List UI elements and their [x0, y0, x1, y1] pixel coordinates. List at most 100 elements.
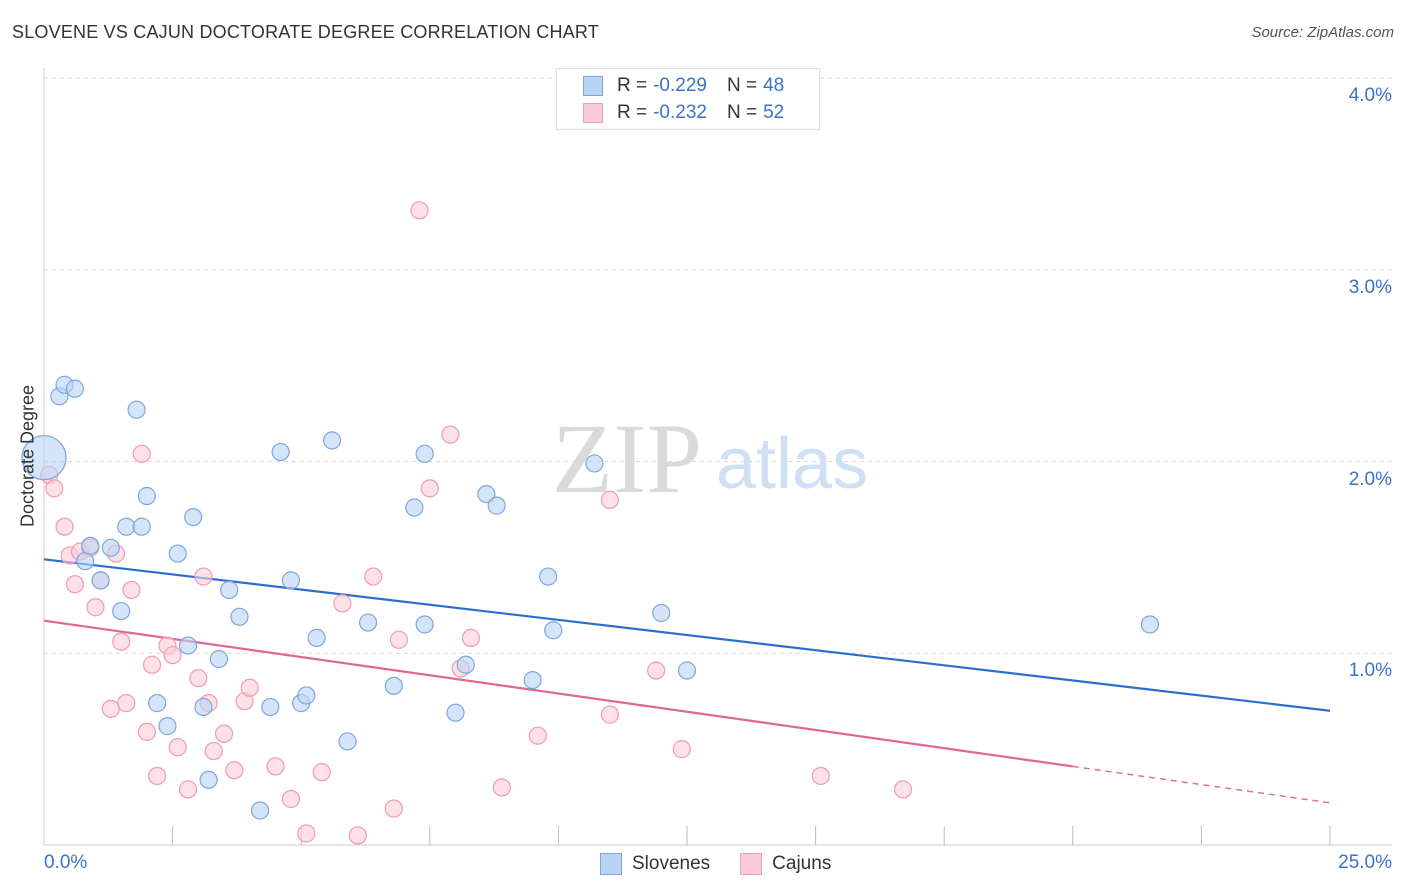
slovenes-point: [209, 649, 228, 669]
legend-label-slovenes: Slovenes: [632, 853, 711, 874]
slovenes-point: [220, 580, 239, 600]
cajuns-point: [204, 741, 223, 761]
slovenes-point: [261, 697, 280, 717]
slovenes-point: [446, 703, 465, 722]
slovenes-point: [127, 400, 146, 419]
slovenes-point: [271, 442, 290, 462]
cajuns-points: [40, 201, 913, 845]
legend-r-label: R =: [617, 102, 648, 123]
cajuns-point: [893, 780, 913, 799]
cajuns-trend-line: [43, 619, 1073, 768]
slovenes-point: [544, 621, 563, 640]
series-legend: Slovenes Cajuns: [600, 852, 861, 876]
cajuns-point: [240, 678, 259, 697]
slovenes-point: [117, 517, 136, 536]
cajuns-point: [410, 201, 429, 220]
slovenes-point: [91, 571, 110, 590]
cajuns-point: [441, 425, 460, 444]
legend-r-value: -0.229: [653, 75, 707, 96]
legend-label-cajuns: Cajuns: [772, 853, 832, 874]
slovenes-point: [358, 613, 378, 632]
slovenes-point: [415, 444, 434, 463]
slovenes-point: [65, 379, 84, 398]
slovenes-point: [415, 615, 434, 634]
slovenes-point: [132, 517, 151, 536]
y-tick-label: 3.0%: [1348, 276, 1392, 298]
slovenes-point: [297, 686, 316, 705]
slovenes-point: [194, 697, 213, 717]
slovenes-point: [168, 544, 187, 563]
slovenes-point: [456, 655, 475, 674]
slovenes-point: [101, 538, 120, 557]
cajuns-point: [137, 722, 156, 741]
slovenes-point: [81, 536, 100, 555]
cajuns-point: [647, 661, 666, 680]
cajuns-point: [811, 766, 830, 786]
source-label: Source: ZipAtlas.com: [1251, 24, 1394, 41]
legend-n-label: N =: [726, 102, 758, 123]
slovenes-points: [21, 375, 1160, 820]
slovenes-point: [652, 603, 671, 623]
cajuns-point: [297, 824, 316, 843]
slovenes-point: [585, 454, 604, 473]
y-tick-label: 2.0%: [1348, 468, 1392, 490]
cajuns-point: [148, 766, 167, 786]
cajuns-point: [122, 580, 141, 600]
cajuns-point: [312, 763, 331, 782]
cajuns-point: [65, 575, 84, 594]
slovenes-point: [338, 732, 357, 751]
cajuns-point: [389, 630, 409, 649]
watermark-atlas: atlas: [716, 424, 868, 504]
slovenes-point: [487, 496, 506, 515]
cajuns-point: [214, 724, 234, 743]
legend-swatch-blue: [583, 76, 603, 96]
cajuns-point: [492, 778, 511, 797]
slovenes-point: [21, 435, 67, 481]
cajuns-point: [333, 594, 352, 613]
cajuns-point: [101, 699, 120, 718]
cajuns-point: [600, 490, 619, 509]
slovenes-point: [1140, 615, 1160, 634]
cajuns-point: [194, 567, 213, 586]
cajuns-point: [132, 444, 151, 463]
legend-item-cajuns: Cajuns: [740, 853, 831, 875]
slovenes-point: [477, 484, 496, 504]
x-tick-max: 25.0%: [1338, 852, 1392, 873]
cajuns-point: [225, 761, 244, 780]
slovenes-point: [405, 498, 424, 517]
y-tick-label: 1.0%: [1348, 660, 1392, 682]
slovenes-point: [178, 636, 198, 655]
slovenes-point: [230, 607, 249, 626]
watermark: ZIP atlas: [552, 403, 868, 514]
legend-row-slovenes: R = -0.229 N = 48: [583, 74, 784, 98]
slovenes-point: [677, 661, 697, 680]
slovenes-point: [137, 486, 156, 506]
slovenes-point: [184, 508, 203, 527]
cajuns-point: [178, 780, 198, 799]
slovenes-point: [322, 431, 342, 450]
cajuns-point: [163, 646, 182, 665]
correlation-legend: R = -0.229 N = 48 R = -0.232 N = 52: [556, 68, 820, 130]
legend-swatch-pink: [740, 853, 763, 875]
legend-n-value: 48: [763, 75, 785, 96]
cajuns-point: [348, 826, 367, 845]
cajuns-point: [461, 628, 481, 648]
slovenes-point: [250, 801, 270, 820]
slovenes-point: [539, 567, 558, 586]
cajuns-point: [281, 789, 301, 809]
trend-lines: [43, 558, 1331, 804]
cajuns-point: [55, 517, 74, 536]
slovenes-point: [384, 676, 403, 695]
y-axis-label: Doctorate Degree: [17, 384, 38, 528]
legend-swatch-pink: [583, 103, 603, 123]
cajuns-point: [142, 655, 162, 674]
legend-row-cajuns: R = -0.232 N = 52: [583, 101, 784, 125]
cajuns-point: [117, 694, 136, 713]
legend-n-label: N =: [726, 75, 758, 96]
slovenes-point: [158, 717, 177, 736]
legend-swatch-blue: [600, 853, 622, 875]
slovenes-point: [307, 628, 326, 648]
slovenes-point: [112, 601, 131, 621]
chart-title: SLOVENE VS CAJUN DOCTORATE DEGREE CORREL…: [12, 22, 599, 42]
cajuns-point: [528, 726, 547, 745]
